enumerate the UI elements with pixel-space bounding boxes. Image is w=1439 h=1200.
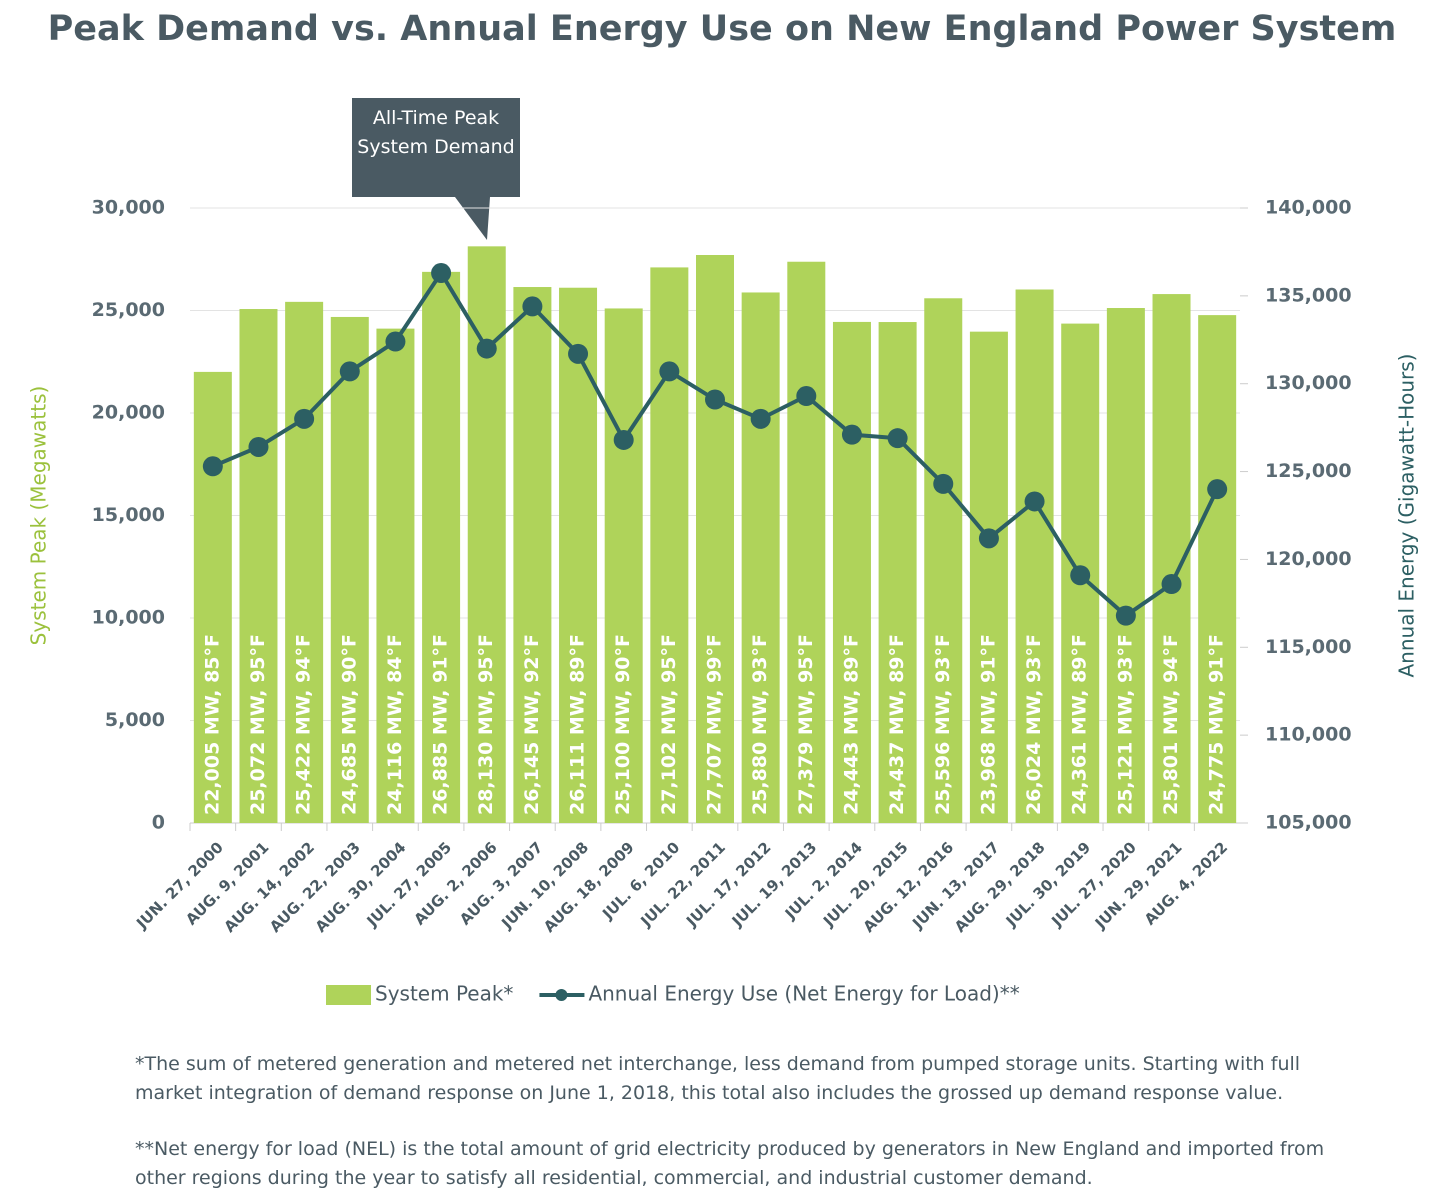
bar-value-label: 26,145 MW, 92°F [521, 634, 543, 815]
bar [193, 371, 232, 823]
line-marker [1161, 574, 1182, 595]
y2-tick-label: 125,000 [1265, 460, 1352, 482]
bar-value-label: 27,102 MW, 95°F [658, 634, 680, 815]
bar [969, 331, 1008, 823]
y2-tick-label: 130,000 [1265, 372, 1352, 394]
bar-value-label: 24,775 MW, 91°F [1206, 634, 1228, 815]
bar [239, 309, 278, 823]
line-marker [933, 473, 954, 494]
line-marker [705, 389, 725, 410]
line-marker [385, 331, 406, 352]
bar [832, 321, 871, 823]
line-marker [750, 408, 771, 429]
bar [1015, 289, 1054, 823]
y2-tick-label: 140,000 [1265, 197, 1352, 219]
y-tick-label: 5,000 [105, 709, 165, 731]
line-marker [796, 386, 817, 407]
line-marker [1207, 479, 1228, 500]
bar [1198, 315, 1237, 823]
bar-value-label: 26,111 MW, 89°F [567, 634, 589, 815]
bar [696, 255, 734, 824]
y-tick-label: 30,000 [92, 197, 165, 219]
bar [330, 316, 369, 823]
bar-value-label: 24,116 MW, 84°F [384, 634, 406, 815]
line-marker [978, 528, 999, 549]
footnote: *The sum of metered generation and meter… [135, 1053, 1301, 1104]
y-tick-label: 0 [152, 812, 165, 834]
bar-value-label: 26,885 MW, 91°F [430, 634, 452, 815]
line-marker [476, 338, 497, 359]
annotation: All-Time Peak System Demand [357, 107, 515, 158]
annotation-box [352, 98, 520, 240]
y2-tick-label: 110,000 [1265, 724, 1352, 746]
bar [650, 267, 689, 823]
bar-value-label: 25,801 MW, 94°F [1160, 634, 1182, 815]
legend-label: Annual Energy Use (Net Energy for Load)*… [588, 982, 1019, 1006]
bar [376, 328, 415, 823]
y-tick-label: 20,000 [92, 402, 165, 424]
line-marker [522, 296, 543, 317]
y2-tick-label: 105,000 [1265, 812, 1352, 834]
y-tick-label: 15,000 [92, 504, 165, 526]
bar-value-label: 23,968 MW, 91°F [977, 634, 999, 815]
bar-value-label: 24,361 MW, 89°F [1069, 634, 1091, 815]
bar-value-label: 25,100 MW, 90°F [612, 634, 634, 815]
bar-value-label: 25,072 MW, 95°F [247, 634, 269, 815]
line-marker [887, 428, 908, 449]
bar [787, 261, 826, 824]
bar [741, 292, 780, 824]
bar-value-label: 25,422 MW, 94°F [293, 634, 315, 815]
bar [285, 301, 324, 823]
y2-axis-title: Annual Energy (Gigawatt-Hours) [1395, 354, 1419, 678]
bar [924, 298, 963, 824]
bar [422, 271, 461, 823]
bar-value-label: 27,379 MW, 95°F [795, 634, 817, 815]
bar [604, 308, 643, 823]
line-marker [1070, 565, 1091, 586]
bar-value-label: 25,880 MW, 93°F [749, 634, 771, 815]
bar [1106, 308, 1145, 823]
bar-value-label: 25,596 MW, 93°F [932, 634, 954, 815]
line-marker [431, 263, 452, 284]
bar-value-label: 26,024 MW, 93°F [1023, 634, 1045, 815]
line-marker [841, 424, 862, 445]
bar-value-label: 24,443 MW, 89°F [840, 634, 862, 815]
bar-value-label: 28,130 MW, 95°F [475, 634, 497, 815]
legend-label: System Peak* [375, 982, 513, 1006]
bar-value-label: 24,685 MW, 90°F [338, 634, 360, 815]
footnote: **Net energy for load (NEL) is the total… [135, 1138, 1325, 1189]
line-marker [202, 456, 223, 477]
line-marker [568, 343, 589, 364]
line-marker [1115, 605, 1136, 626]
line-marker [613, 429, 634, 450]
y2-tick-label: 120,000 [1265, 548, 1352, 570]
y2-tick-label: 115,000 [1265, 636, 1352, 658]
y-tick-label: 25,000 [92, 299, 165, 321]
x-tick-label: AUG. 4, 2022 [1141, 838, 1231, 928]
chart-title: Peak Demand vs. Annual Energy Use on New… [48, 9, 1397, 49]
bar [878, 322, 917, 823]
bar-value-label: 27,707 MW, 99°F [704, 634, 726, 815]
line-marker [294, 408, 315, 429]
line-marker [1024, 491, 1045, 512]
legend-swatch [555, 989, 568, 1001]
y-axis-title: System Peak (Megawatts) [27, 386, 51, 646]
bar-value-label: 24,437 MW, 89°F [886, 634, 908, 815]
bar-value-label: 25,121 MW, 93°F [1114, 634, 1136, 815]
bar-value-label: 22,005 MW, 85°F [201, 634, 223, 815]
line-marker [248, 436, 269, 457]
y2-tick-label: 135,000 [1265, 284, 1352, 306]
y-tick-label: 10,000 [92, 607, 165, 629]
line-marker [659, 361, 680, 382]
legend-swatch [326, 985, 371, 1005]
line-marker [339, 361, 360, 382]
bar [513, 287, 552, 824]
